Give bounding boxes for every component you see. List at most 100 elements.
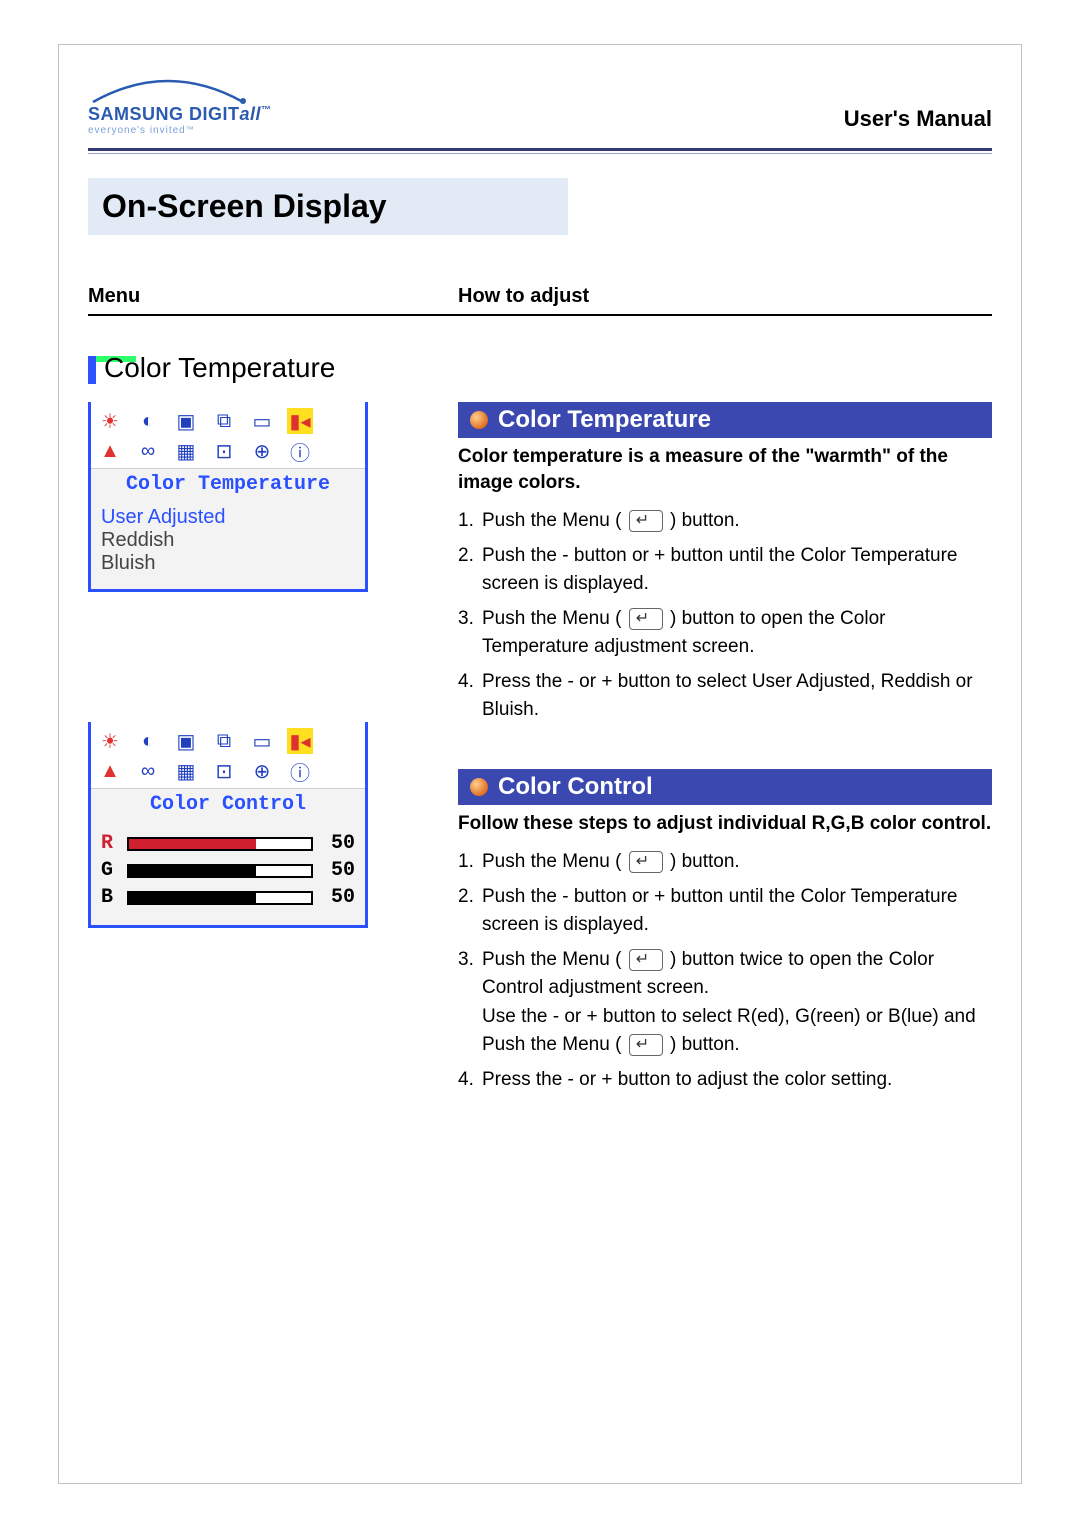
clock-icon: ⊕: [249, 758, 275, 784]
manual-label: User's Manual: [844, 106, 992, 136]
subsection-title: Color Temperature: [88, 352, 992, 384]
contrast-icon: ◐: [135, 408, 161, 434]
rgb-bar: [127, 891, 313, 905]
geometry-icon: ▲: [97, 758, 123, 784]
brand-name: SAMSUNG DIGITall™: [88, 104, 272, 125]
osd-color-temperature: ☀ ◐ ▣ ⧉ ▭ ▮◂ ▲ ∞ ▦ ⊡ ⊕ ⓘ: [88, 402, 368, 592]
brightness-icon: ☀: [97, 728, 123, 754]
recall-icon: ∞: [135, 758, 161, 784]
menu-button-icon: [629, 510, 663, 532]
logo-arc-icon: [88, 74, 248, 104]
step-body: Push the Menu ( ) button twice to open t…: [482, 946, 992, 1060]
section-header-color-temp: Color Temperature: [458, 402, 992, 438]
step-body: Press the - or + button to select User A…: [482, 668, 992, 725]
section-desc: Follow these steps to adjust individual …: [458, 811, 992, 837]
subsection-title-text: Color Temperature: [104, 352, 335, 383]
step-item: 2. Push the - button or + button until t…: [458, 542, 992, 599]
osd-rgb-sliders: R 50 G 50 B 50: [91, 820, 365, 925]
rgb-row-b: B 50: [101, 886, 355, 909]
osd-color-control: ☀ ◐ ▣ ⧉ ▭ ▮◂ ▲ ∞ ▦ ⊡ ⊕ ⓘ: [88, 722, 368, 928]
step-item: 1. Push the Menu ( ) button.: [458, 848, 992, 877]
hpos-icon: ▣: [173, 408, 199, 434]
rgb-bar: [127, 864, 313, 878]
col-head-menu: Menu: [88, 285, 458, 308]
rgb-label: R: [101, 832, 119, 855]
color-temp-icon: ▮◂: [287, 728, 313, 754]
osd-title: Color Temperature: [91, 469, 365, 500]
column-headers: Menu How to adjust: [88, 285, 992, 308]
brand-logo: SAMSUNG DIGITall™ everyone's invited™: [88, 74, 272, 136]
osd-option-selected: User Adjusted: [101, 506, 355, 529]
rgb-fill: [129, 866, 256, 876]
section-desc: Color temperature is a measure of the "w…: [458, 444, 992, 495]
step-item: 4. Press the - or + button to adjust the…: [458, 1066, 992, 1095]
rgb-fill: [129, 893, 256, 903]
rgb-label: G: [101, 859, 119, 882]
hpos-icon: ▣: [173, 728, 199, 754]
step-body: Push the Menu ( ) button to open the Col…: [482, 605, 992, 662]
section-header-color-control: Color Control: [458, 769, 992, 805]
steps-list-ct: 1. Push the Menu ( ) button. 2. Push the…: [458, 507, 992, 725]
rgb-fill: [129, 839, 256, 849]
osd-icon-grid: ☀ ◐ ▣ ⧉ ▭ ▮◂ ▲ ∞ ▦ ⊡ ⊕ ⓘ: [91, 402, 365, 469]
step-body: Push the Menu ( ) button.: [482, 507, 992, 536]
size-icon: ▭: [249, 408, 275, 434]
rgb-row-r: R 50: [101, 832, 355, 855]
header-row: SAMSUNG DIGITall™ everyone's invited™ Us…: [88, 74, 992, 144]
rgb-bar: [127, 837, 313, 851]
lang-icon: ▦: [173, 438, 199, 464]
lang-icon: ▦: [173, 758, 199, 784]
steps-list-cc: 1. Push the Menu ( ) button. 2. Push the…: [458, 848, 992, 1094]
bullet-icon: [470, 411, 488, 429]
osd-pos-icon: ⊡: [211, 758, 237, 784]
section-rule: [88, 314, 992, 316]
osd-icon-grid: ☀ ◐ ▣ ⧉ ▭ ▮◂ ▲ ∞ ▦ ⊡ ⊕ ⓘ: [91, 722, 365, 789]
contrast-icon: ◐: [135, 728, 161, 754]
menu-button-icon: [629, 851, 663, 873]
step-item: 1. Push the Menu ( ) button.: [458, 507, 992, 536]
menu-button-icon: [629, 1034, 663, 1056]
osd-option: Reddish: [101, 529, 355, 552]
step-body: Push the - button or + button until the …: [482, 542, 992, 599]
osd-title: Color Control: [91, 789, 365, 820]
menu-button-icon: [629, 949, 663, 971]
size-icon: ▭: [249, 728, 275, 754]
rgb-label: B: [101, 886, 119, 909]
rgb-value: 50: [321, 832, 355, 855]
recall-icon: ∞: [135, 438, 161, 464]
section-header-text: Color Temperature: [498, 406, 711, 434]
left-column: ☀ ◐ ▣ ⧉ ▭ ▮◂ ▲ ∞ ▦ ⊡ ⊕ ⓘ: [88, 402, 388, 1100]
color-temp-icon: ▮◂: [287, 408, 313, 434]
brand-main: SAMSUNG DIGIT: [88, 104, 240, 124]
step-body: Press the - or + button to adjust the co…: [482, 1066, 992, 1095]
step-item: 3. Push the Menu ( ) button to open the …: [458, 605, 992, 662]
page-content: SAMSUNG DIGITall™ everyone's invited™ Us…: [58, 44, 1022, 1100]
osd-pos-icon: ⊡: [211, 438, 237, 464]
title-marker-vert: [88, 356, 96, 384]
brightness-icon: ☀: [97, 408, 123, 434]
step-item: 4. Press the - or + button to select Use…: [458, 668, 992, 725]
step-item: 3. Push the Menu ( ) button twice to ope…: [458, 946, 992, 1060]
info-icon: ⓘ: [287, 758, 313, 784]
step-body: Push the Menu ( ) button.: [482, 848, 992, 877]
rgb-row-g: G 50: [101, 859, 355, 882]
osd-option-list: User Adjusted Reddish Bluish: [91, 500, 365, 589]
rgb-value: 50: [321, 859, 355, 882]
menu-button-icon: [629, 608, 663, 630]
brand-tagline: everyone's invited™: [88, 125, 195, 136]
brand-suffix: all: [240, 104, 262, 124]
content-columns: ☀ ◐ ▣ ⧉ ▭ ▮◂ ▲ ∞ ▦ ⊡ ⊕ ⓘ: [88, 402, 992, 1100]
osd-option: Bluish: [101, 552, 355, 575]
info-icon: ⓘ: [287, 438, 313, 464]
section-header-text: Color Control: [498, 773, 653, 801]
geometry-icon: ▲: [97, 438, 123, 464]
rgb-value: 50: [321, 886, 355, 909]
page-title: On-Screen Display: [88, 178, 568, 235]
vpos-icon: ⧉: [211, 408, 237, 434]
header-rule-thick: [88, 148, 992, 151]
bullet-icon: [470, 778, 488, 796]
right-column: Color Temperature Color temperature is a…: [458, 402, 992, 1100]
step-body: Push the - button or + button until the …: [482, 883, 992, 940]
header-rule-thin: [88, 153, 992, 154]
clock-icon: ⊕: [249, 438, 275, 464]
